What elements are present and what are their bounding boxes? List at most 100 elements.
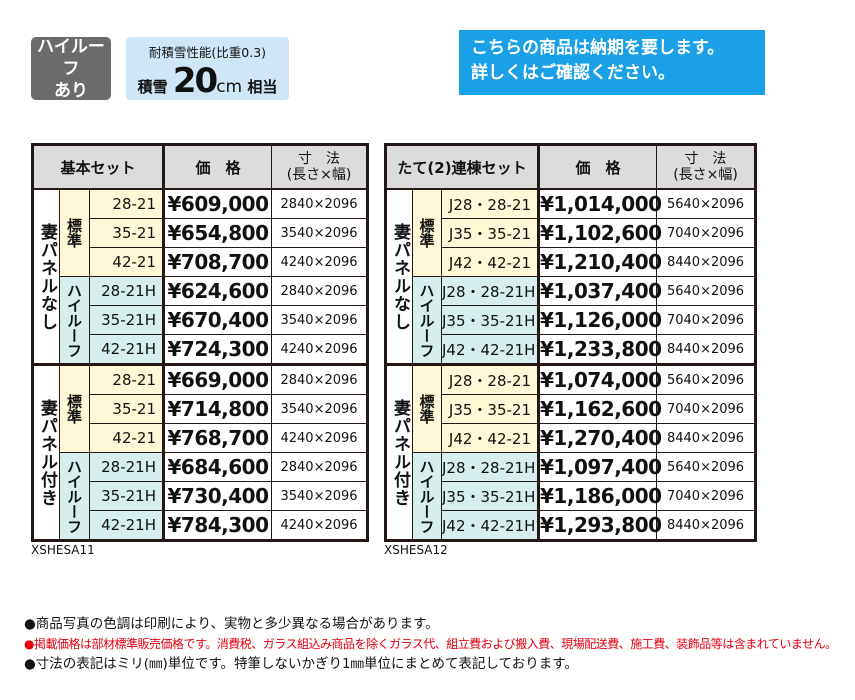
size-header-line: (長さ×幅) <box>673 167 738 183</box>
model-code: J42・42-21 <box>440 247 540 277</box>
snow-suffix: 相当 <box>247 78 278 96</box>
dimensions: 3540×2096 <box>271 218 369 248</box>
price: ¥1,126,000 <box>537 305 662 335</box>
price: ¥714,800 <box>162 394 273 424</box>
model-code: 42-21H <box>88 510 165 541</box>
table-row: J35・35-21H ¥1,126,000 7040×2096 <box>386 305 757 335</box>
model-code: J28・28-21 <box>440 188 540 219</box>
price-table-2: たて(2)連棟セット価 格寸 法 (長さ×幅) 妻パネルなし 標準 J28・28-21 ¥… <box>384 143 758 542</box>
table-row: 42-21 ¥768,700 4240×2096 <box>33 423 369 453</box>
notice-line: 詳しくはご確認ください。 <box>471 63 675 83</box>
dimensions: 4240×2096 <box>271 247 369 277</box>
model-code: J28・28-21 <box>440 363 540 395</box>
table-row: 35-21 ¥654,800 3540×2096 <box>33 218 369 248</box>
price: ¥684,600 <box>162 452 273 482</box>
model-code: J42・42-21H <box>440 510 540 541</box>
snow-rating: 積雪 20cm 相当 <box>126 61 289 101</box>
table-row: 35-21H ¥670,400 3540×2096 <box>33 305 369 335</box>
type-label: 標準 <box>59 188 90 277</box>
product-code: XSHESA11 <box>31 543 95 557</box>
price: ¥1,097,400 <box>537 452 662 482</box>
price-header: 価 格 <box>537 144 658 190</box>
size-header-line: (長さ×幅) <box>286 167 352 183</box>
model-code: 28-21 <box>88 363 165 395</box>
dimensions: 2840×2096 <box>271 276 369 306</box>
group-label: 妻パネル付き <box>385 363 413 541</box>
table-row: J42・42-21 ¥1,270,400 8440×2096 <box>386 423 757 453</box>
dimensions: 3540×2096 <box>271 481 369 511</box>
price: ¥609,000 <box>162 188 273 219</box>
snow-title: 耐積雪性能(比重0.3) <box>148 45 267 60</box>
model-code: J35・35-21H <box>440 481 540 511</box>
table-row: J35・35-21 ¥1,162,600 7040×2096 <box>386 394 757 424</box>
model-code: 28-21H <box>88 452 165 482</box>
price: ¥768,700 <box>162 423 273 453</box>
price: ¥1,162,600 <box>537 394 662 424</box>
dimensions: 3540×2096 <box>271 305 369 335</box>
model-code: J35・35-21 <box>440 394 540 424</box>
model-code: 42-21H <box>88 334 165 365</box>
price: ¥1,233,800 <box>537 334 662 365</box>
type-label: ハイルーフ <box>59 452 90 541</box>
table-row: ハイルーフ J28・28-21H ¥1,097,400 5640×2096 <box>386 452 757 541</box>
price: ¥670,400 <box>162 305 273 335</box>
price: ¥1,270,400 <box>537 423 662 453</box>
dimensions: 7040×2096 <box>656 481 757 511</box>
badge-line: あり <box>54 80 88 101</box>
footnote-warning: ●掲載価格は部材標準販売価格です。消費税、ガラス組込み商品を除くガラス代、組立費… <box>24 637 837 651</box>
model-code: J42・42-21H <box>440 334 540 365</box>
table-row: 妻パネルなし 標準 J28・28-21 ¥1,014,000 5640×2096 <box>385 188 757 365</box>
model-code: 35-21H <box>88 481 165 511</box>
size-header: 寸 法 (長さ×幅) <box>656 144 757 190</box>
price: ¥1,186,000 <box>537 481 662 511</box>
model-code: 42-21 <box>88 423 165 453</box>
model-code: 28-21 <box>88 188 165 219</box>
dimensions: 7040×2096 <box>656 394 757 424</box>
model-code: J42・42-21 <box>440 423 540 453</box>
dimensions: 4240×2096 <box>271 334 369 365</box>
product-code: XSHESA12 <box>384 543 448 557</box>
badge-line: ハイルーフ <box>37 36 105 79</box>
size-header-line: 寸 法 <box>684 151 727 167</box>
highroof-badge: ハイルーフ あり <box>31 36 111 101</box>
footnote: ●商品写真の色調は印刷により、実物と多少異なる場合があります。 <box>24 616 439 632</box>
delivery-notice: こちらの商品は納期を要します。 詳しくはご確認ください。 <box>459 30 765 95</box>
dimensions: 4240×2096 <box>271 510 369 541</box>
table-row: ハイルーフ 28-21H ¥624,600 2840×2096 <box>33 276 369 365</box>
dimensions: 8440×2096 <box>656 510 757 541</box>
model-code: 35-21H <box>88 305 165 335</box>
table-row: 42-21H ¥724,300 4240×2096 <box>33 334 369 365</box>
model-code: 35-21 <box>88 218 165 248</box>
dimensions: 7040×2096 <box>656 305 757 335</box>
group-label: 妻パネルなし <box>32 188 60 365</box>
price: ¥1,037,400 <box>537 276 662 306</box>
dimensions: 7040×2096 <box>656 218 757 248</box>
price: ¥624,600 <box>162 276 273 306</box>
type-label: 標準 <box>59 363 90 453</box>
price: ¥669,000 <box>162 363 273 395</box>
dimensions: 2840×2096 <box>271 363 369 395</box>
model-code: 35-21 <box>88 394 165 424</box>
table-row: 妻パネルなし 標準 28-21 ¥609,000 2840×2096 <box>32 188 369 365</box>
notice-line: こちらの商品は納期を要します。 <box>471 38 725 58</box>
table-row: J35・35-21H ¥1,186,000 7040×2096 <box>386 481 757 511</box>
price-header: 価 格 <box>162 144 273 190</box>
dimensions: 5640×2096 <box>656 276 757 306</box>
snow-prefix: 積雪 <box>137 78 168 96</box>
table-row: J35・35-21 ¥1,102,600 7040×2096 <box>386 218 757 248</box>
price: ¥724,300 <box>162 334 273 365</box>
footnote: ●寸法の表記はミリ(㎜)単位です。特筆しないかぎり1㎜単位にまとめて表記しており… <box>24 656 578 672</box>
dimensions: 4240×2096 <box>271 423 369 453</box>
dimensions: 8440×2096 <box>656 334 757 365</box>
table-row: 35-21H ¥730,400 3540×2096 <box>33 481 369 511</box>
snow-load-badge: 耐積雪性能(比重0.3) 積雪 20cm 相当 <box>126 37 289 101</box>
group-label: 妻パネル付き <box>32 363 60 541</box>
dimensions: 8440×2096 <box>656 423 757 453</box>
dimensions: 3540×2096 <box>271 394 369 424</box>
table-row: J42・42-21H ¥1,233,800 8440×2096 <box>386 334 757 365</box>
group-label: 妻パネルなし <box>385 188 413 365</box>
price: ¥730,400 <box>162 481 273 511</box>
snow-value: 20 <box>172 61 218 101</box>
model-code: 42-21 <box>88 247 165 277</box>
model-code: J35・35-21 <box>440 218 540 248</box>
